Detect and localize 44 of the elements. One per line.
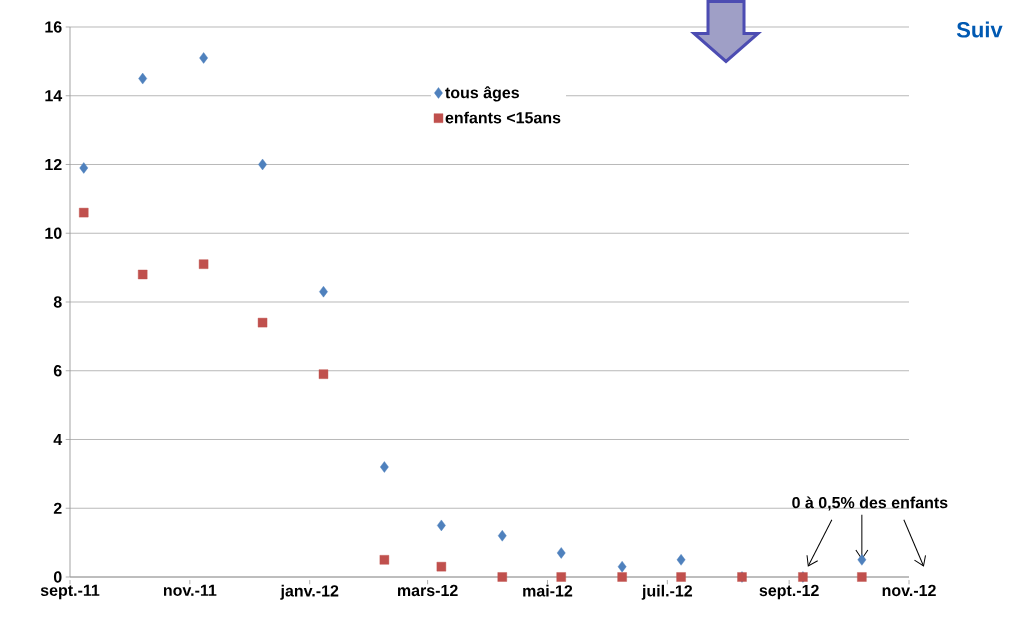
point: [676, 554, 686, 566]
y-tick-label: 8: [53, 296, 62, 308]
y-tick-label: 14: [45, 90, 63, 102]
text: Suiv: [956, 21, 1003, 38]
x-tick-label: janv.-12: [280, 585, 339, 600]
point: [617, 572, 627, 582]
point: [857, 572, 867, 582]
point: [436, 562, 447, 572]
point: [198, 259, 209, 270]
point: [676, 572, 686, 582]
x-tick-label: mars-12: [397, 585, 458, 597]
x-tick-label: sept.-11: [40, 585, 100, 600]
point: [556, 547, 566, 559]
x-tick-label: nov.-11: [163, 585, 217, 597]
x-tick-label: sept.-12: [759, 585, 819, 600]
point: [556, 572, 566, 582]
y-tick-label: 10: [45, 227, 62, 240]
point: [257, 318, 268, 328]
x-tick-label: nov.-12: [882, 585, 936, 597]
annotation: 0 à 0,5% des enfants: [792, 496, 948, 511]
legend-label: tous âges: [445, 86, 519, 102]
point: [318, 369, 329, 380]
x-tick-label: mai-12: [523, 585, 573, 597]
y-tick-label: 12: [45, 159, 62, 171]
y-tick-label: 16: [45, 21, 62, 33]
point: [497, 572, 507, 582]
point: [497, 530, 507, 542]
point: [379, 555, 390, 565]
legend-label: enfants <15ans: [445, 111, 561, 124]
point: [258, 159, 267, 171]
y-tick-label: 6: [53, 365, 62, 377]
y-tick-label: 2: [53, 502, 62, 515]
point: [199, 52, 208, 64]
point: [857, 554, 867, 566]
point: [617, 561, 627, 573]
point: [319, 286, 328, 298]
point: [79, 208, 89, 218]
y-tick-label: 4: [53, 434, 63, 446]
point: [79, 162, 89, 174]
point: [138, 73, 148, 85]
point: [380, 461, 389, 473]
x-tick-label: juil.-12: [641, 585, 693, 600]
point: [138, 270, 148, 280]
y-tick-label: 0: [53, 571, 62, 583]
